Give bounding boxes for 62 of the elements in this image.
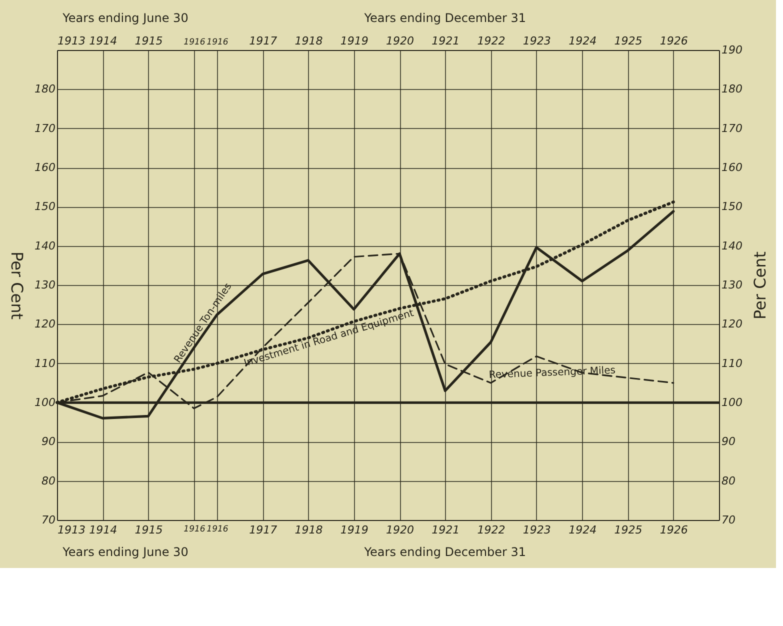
- x-tick-label: 1921: [432, 524, 460, 536]
- x-tick-label: 1917: [249, 524, 278, 536]
- x2-tick-label: 1915: [134, 34, 163, 48]
- x2-tick-label: 1926: [660, 34, 688, 48]
- y2-axis-title: Per Cent: [750, 251, 770, 320]
- y2-tick-label: 120: [722, 318, 742, 331]
- y-tick-label: 110: [34, 356, 56, 370]
- x-tick-label: 1913: [58, 524, 86, 536]
- y-tick-label: 120: [34, 318, 56, 331]
- x-tick-label: 1920: [386, 524, 414, 536]
- y2-tick-label: 90: [722, 435, 736, 448]
- y-tick-label: 140: [34, 239, 56, 252]
- x2-tick-label: 1922: [477, 34, 506, 48]
- x-tick-label: 1915: [134, 524, 163, 536]
- y-tick-label: 80: [42, 474, 56, 488]
- x-tick-label: 1924: [568, 524, 597, 536]
- x-tick-label: 1918: [294, 524, 323, 536]
- x-tick-label: 1923: [522, 524, 551, 536]
- text: Years ending June 30: [62, 545, 188, 559]
- text: Years ending December 31: [363, 11, 526, 25]
- x-tick-label: 1922: [477, 524, 506, 536]
- y-tick-label: 70: [42, 514, 56, 526]
- y-tick-label: 130: [34, 278, 56, 292]
- x-tick-label: 1926: [660, 524, 688, 536]
- x2-tick-label: 1916: [184, 38, 206, 48]
- x-tick-label: 1914: [89, 524, 118, 536]
- x2-tick-label: 1919: [340, 34, 368, 48]
- text: Years ending December 31: [363, 545, 526, 559]
- y2-tick-label: 150: [722, 200, 742, 214]
- y2-tick-label: 170: [722, 122, 742, 135]
- y-axis-title: Per Cent: [8, 251, 27, 320]
- x2-tick-label: 1914: [89, 34, 118, 48]
- x2-tick-label: 1925: [614, 34, 642, 48]
- y2-tick-label: 160: [722, 161, 742, 174]
- y-tick-label: 170: [34, 122, 56, 135]
- y-tick-label: 100: [34, 396, 56, 409]
- y-tick-label: 160: [34, 161, 56, 174]
- x-tick-label: 1919: [340, 524, 368, 536]
- x-tick-label: 1925: [614, 524, 642, 536]
- text: Years ending June 30: [62, 11, 188, 25]
- y2-tick-label: 190: [722, 44, 742, 56]
- y2-tick-label: 180: [722, 82, 742, 96]
- x2-tick-label: 1913: [58, 34, 86, 48]
- y2-tick-label: 100: [722, 396, 742, 409]
- x-tick-label: 1916: [184, 524, 206, 534]
- y2-tick-label: 140: [722, 239, 742, 252]
- x2-tick-label: 1923: [522, 34, 551, 48]
- y2-tick-label: 80: [722, 474, 736, 488]
- x2-tick-label: 1924: [568, 34, 597, 48]
- x2-tick-label: 1918: [294, 34, 323, 48]
- y2-tick-label: 110: [722, 356, 742, 370]
- x2-tick-label: 1917: [249, 34, 278, 48]
- y-tick-label: 180: [34, 82, 56, 96]
- y-tick-label: 90: [42, 435, 56, 448]
- x-tick-label: 1916: [206, 524, 229, 534]
- x2-tick-label: 1920: [386, 34, 414, 48]
- y-tick-label: 150: [34, 200, 56, 214]
- series-label: Revenue Passenger Miles: [488, 365, 616, 381]
- x2-tick-label: 1921: [432, 34, 460, 48]
- y2-tick-label: 130: [722, 278, 742, 292]
- y2-tick-label: 70: [722, 514, 736, 526]
- x2-tick-label: 1916: [206, 38, 229, 48]
